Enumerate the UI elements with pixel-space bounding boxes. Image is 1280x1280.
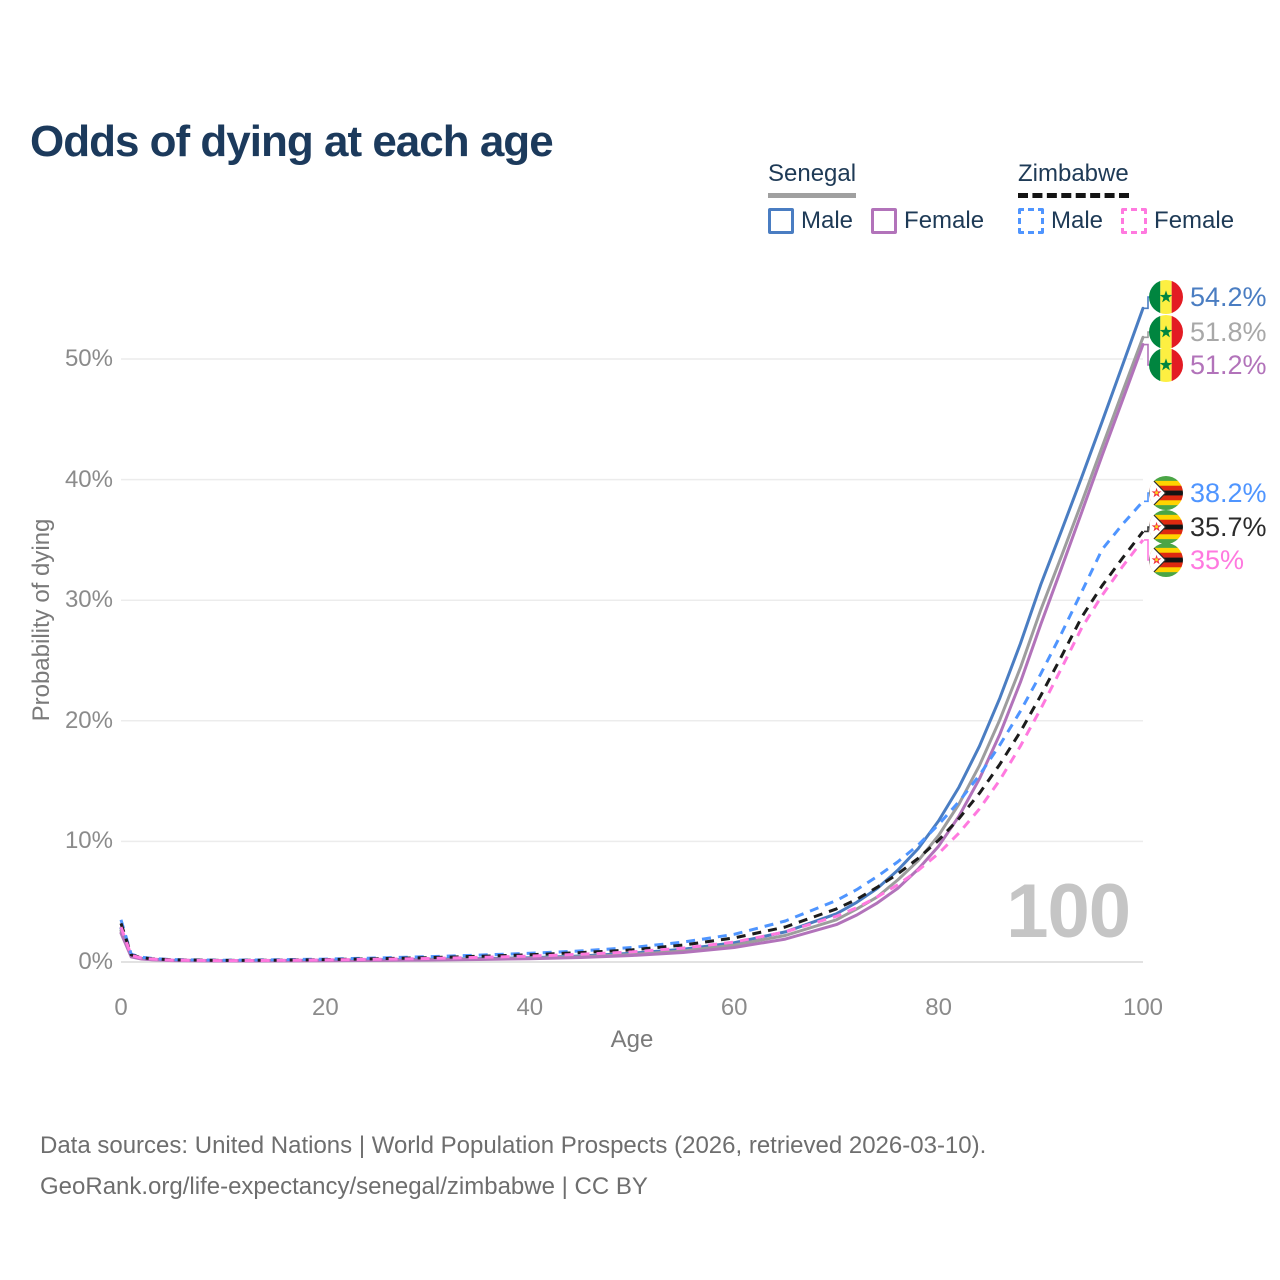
end-label-value: 35.7% [1190, 512, 1267, 542]
end-label-senegal-male: 54.2% [1149, 280, 1267, 314]
age-counter-watermark: 100 [1006, 869, 1131, 954]
senegal-flag-icon-wrap [1149, 280, 1183, 314]
legend-swatch-senegal-female[interactable] [871, 208, 898, 234]
legend-swatch-senegal-male[interactable] [768, 208, 794, 234]
x-axis-title: Age [610, 1026, 654, 1053]
series-line-zimbabwe-both-sexes [119, 530, 1145, 962]
end-label-value: 51.2% [1190, 350, 1267, 380]
legend-item-zimbabwe-female[interactable]: Female [1121, 207, 1234, 235]
footer-attribution: GeoRank.org/life-expectancy/senegal/zimb… [40, 1173, 648, 1200]
end-label-value: 51.8% [1190, 317, 1267, 347]
legend-item-senegal-female[interactable]: Female [871, 207, 984, 235]
end-label-value: 38.2% [1190, 478, 1267, 508]
footer-data-sources: Data sources: United Nations | World Pop… [40, 1132, 987, 1159]
senegal-flag-icon-wrap [1149, 348, 1183, 382]
legend-country-senegal: Senegal [768, 160, 857, 198]
end-label-zimbabwe-male: 38.2% [1149, 476, 1267, 510]
y-axis-title: Probability of dying [28, 518, 55, 722]
legend-item-zimbabwe-male[interactable]: Male [1018, 207, 1103, 235]
y-tick-0: 0% [78, 948, 113, 975]
zimbabwe-flag-icon [1149, 476, 1183, 510]
zimbabwe-flag-icon-wrap [1149, 510, 1183, 544]
senegal-flag-icon [1149, 315, 1183, 349]
legend-label-zimbabwe-male: Male [1051, 207, 1104, 234]
zimbabwe-flag-icon-wrap [1149, 476, 1183, 510]
legend-swatch-zimbabwe-male[interactable] [1018, 208, 1044, 234]
y-tick-50: 50% [64, 345, 113, 372]
senegal-flag-icon-wrap [1149, 315, 1183, 349]
legend-label-senegal-female: Female [904, 207, 985, 234]
y-tick-20: 20% [64, 706, 113, 734]
x-tick-100: 100 [1122, 994, 1164, 1021]
end-label-senegal-both-sexes: 51.8% [1149, 315, 1267, 349]
series-line-senegal-both-sexes [119, 335, 1145, 963]
y-tick-30: 30% [64, 586, 113, 614]
x-tick-80: 80 [925, 994, 952, 1021]
legend-row-zimbabwe: Male Female [1018, 207, 1234, 235]
series-line-senegal-male [119, 306, 1145, 963]
legend-swatch-zimbabwe-female[interactable] [1121, 208, 1148, 234]
page-title: Odds of dying at each age [30, 117, 554, 167]
y-tick-10: 10% [64, 827, 113, 855]
x-tick-40: 40 [516, 994, 544, 1021]
y-tick-40: 40% [64, 465, 113, 493]
end-label-value: 35% [1190, 545, 1245, 575]
zimbabwe-flag-icon-wrap [1149, 543, 1183, 577]
series-line-senegal-female [119, 343, 1145, 963]
senegal-flag-icon [1149, 280, 1183, 314]
end-label-zimbabwe-both-sexes: 35.7% [1149, 510, 1267, 544]
legend-group-senegal: Senegal Male Female [768, 160, 984, 235]
series-line-zimbabwe-female [119, 538, 1145, 963]
x-tick-20: 20 [312, 994, 339, 1021]
end-label-value: 54.2% [1190, 282, 1267, 312]
legend-row-senegal: Male Female [768, 207, 984, 235]
x-tick-60: 60 [720, 994, 748, 1021]
end-label-zimbabwe-female: 35% [1149, 543, 1244, 577]
legend-label-senegal-male: Male [801, 207, 854, 234]
zimbabwe-flag-icon [1149, 543, 1183, 577]
legend-country-zimbabwe: Zimbabwe [1018, 160, 1129, 198]
x-tick-0: 0 [114, 994, 128, 1021]
legend-group-zimbabwe: Zimbabwe Male Female [1018, 160, 1234, 235]
end-label-senegal-female: 51.2% [1149, 348, 1267, 382]
legend-item-senegal-male[interactable]: Male [768, 207, 853, 235]
series-line-zimbabwe-male [119, 500, 1145, 962]
legend-label-zimbabwe-female: Female [1154, 207, 1235, 234]
zimbabwe-flag-icon [1149, 510, 1183, 544]
senegal-flag-icon [1149, 348, 1183, 382]
